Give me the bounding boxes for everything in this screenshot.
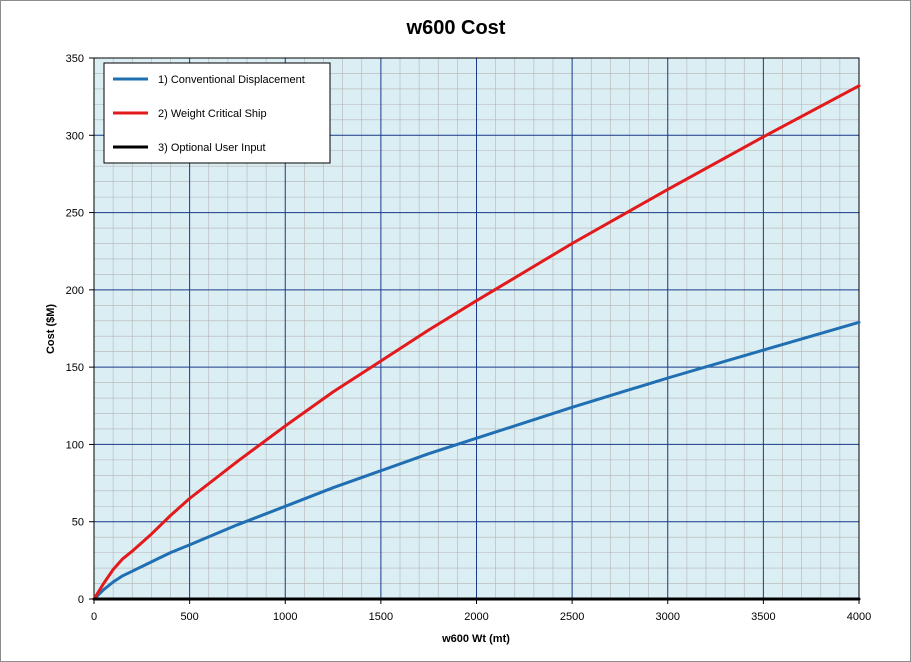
y-tick-label: 100 [66, 439, 84, 451]
series-line-2 [92, 84, 861, 601]
x-tick-label: 1500 [369, 611, 393, 623]
y-tick-label: 350 [66, 53, 84, 65]
legend-label-2: 2) Weight Critical Ship [158, 108, 267, 120]
chart-title: w600 Cost [406, 17, 506, 39]
y-axis-label: Cost ($M) [45, 304, 57, 354]
x-tick-label: 3000 [656, 611, 680, 623]
x-axis-label: w600 Wt (mt) [441, 633, 510, 645]
x-tick-label: 2000 [464, 611, 488, 623]
x-axis-ticks: 0 500 1000 1500 2000 2500 3000 3500 4000 [91, 599, 871, 623]
y-tick-label: 250 [66, 208, 84, 220]
x-tick-label: 1000 [273, 611, 297, 623]
legend-label-3: 3) Optional User Input [158, 142, 266, 154]
legend: 1) Conventional Displacement 2) Weight Cr… [103, 62, 331, 164]
x-tick-label: 4000 [847, 611, 871, 623]
x-tick-label: 0 [91, 611, 97, 623]
y-tick-label: 0 [78, 594, 84, 606]
x-tick-label: 2500 [560, 611, 584, 623]
y-tick-label: 300 [66, 130, 84, 142]
series-line-1 [92, 320, 861, 601]
y-axis-ticks: 0 50 100 150 200 250 300 350 [66, 53, 94, 606]
legend-label-1: 1) Conventional Displacement [158, 74, 305, 86]
y-tick-label: 50 [72, 517, 84, 529]
x-tick-label: 3500 [751, 611, 775, 623]
series-lines [92, 84, 861, 601]
y-tick-label: 200 [66, 285, 84, 297]
legend-items: 1) Conventional Displacement 2) Weight Cr… [113, 74, 305, 154]
x-tick-label: 500 [180, 611, 198, 623]
y-tick-label: 150 [66, 362, 84, 374]
